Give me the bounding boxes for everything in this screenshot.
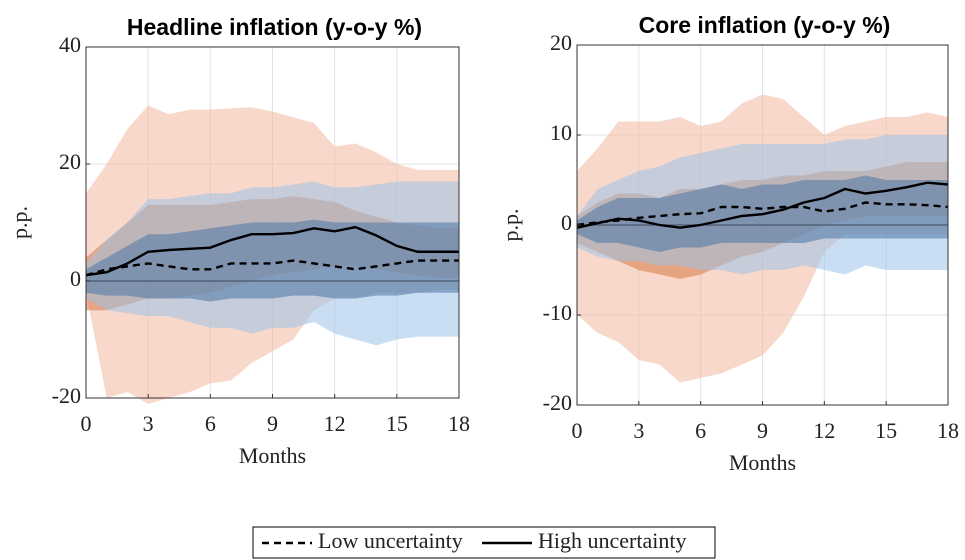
y-tick-label: 0	[561, 210, 572, 235]
x-tick-label: 3	[633, 418, 644, 443]
x-tick-label: 18	[937, 418, 959, 443]
x-tick-label: 6	[205, 411, 216, 436]
x-tick-label: 15	[386, 411, 408, 436]
x-tick-label: 6	[695, 418, 706, 443]
chart-title: Core inflation (y-o-y %)	[639, 12, 891, 38]
y-tick-label: 0	[70, 266, 81, 291]
y-axis-label: p.p.	[7, 206, 32, 239]
x-tick-label: 0	[81, 411, 92, 436]
y-tick-label: 10	[550, 120, 572, 145]
x-axis-label: Months	[729, 450, 796, 475]
legend-label: High uncertainty	[538, 528, 686, 553]
series-line	[576, 181, 949, 229]
y-tick-label: 20	[59, 149, 81, 174]
series-line	[576, 201, 949, 227]
y-axis-label: p.p.	[498, 209, 523, 242]
x-tick-label: 15	[875, 418, 897, 443]
y-tick-label: -10	[543, 300, 572, 325]
series-line	[85, 225, 459, 277]
x-tick-label: 3	[143, 411, 154, 436]
y-tick-label: 40	[59, 32, 81, 57]
x-tick-label: 9	[267, 411, 278, 436]
legend-label: Low uncertainty	[318, 528, 463, 553]
series-line	[85, 259, 459, 277]
x-tick-label: 18	[448, 411, 470, 436]
y-tick-label: 20	[550, 30, 572, 55]
x-tick-label: 12	[813, 418, 835, 443]
x-axis-label: Months	[239, 443, 306, 468]
y-tick-label: -20	[543, 390, 572, 415]
x-tick-label: 12	[324, 411, 346, 436]
y-tick-label: -20	[52, 383, 81, 408]
x-tick-label: 9	[757, 418, 768, 443]
x-tick-label: 0	[572, 418, 583, 443]
chart-title: Headline inflation (y-o-y %)	[127, 14, 422, 40]
